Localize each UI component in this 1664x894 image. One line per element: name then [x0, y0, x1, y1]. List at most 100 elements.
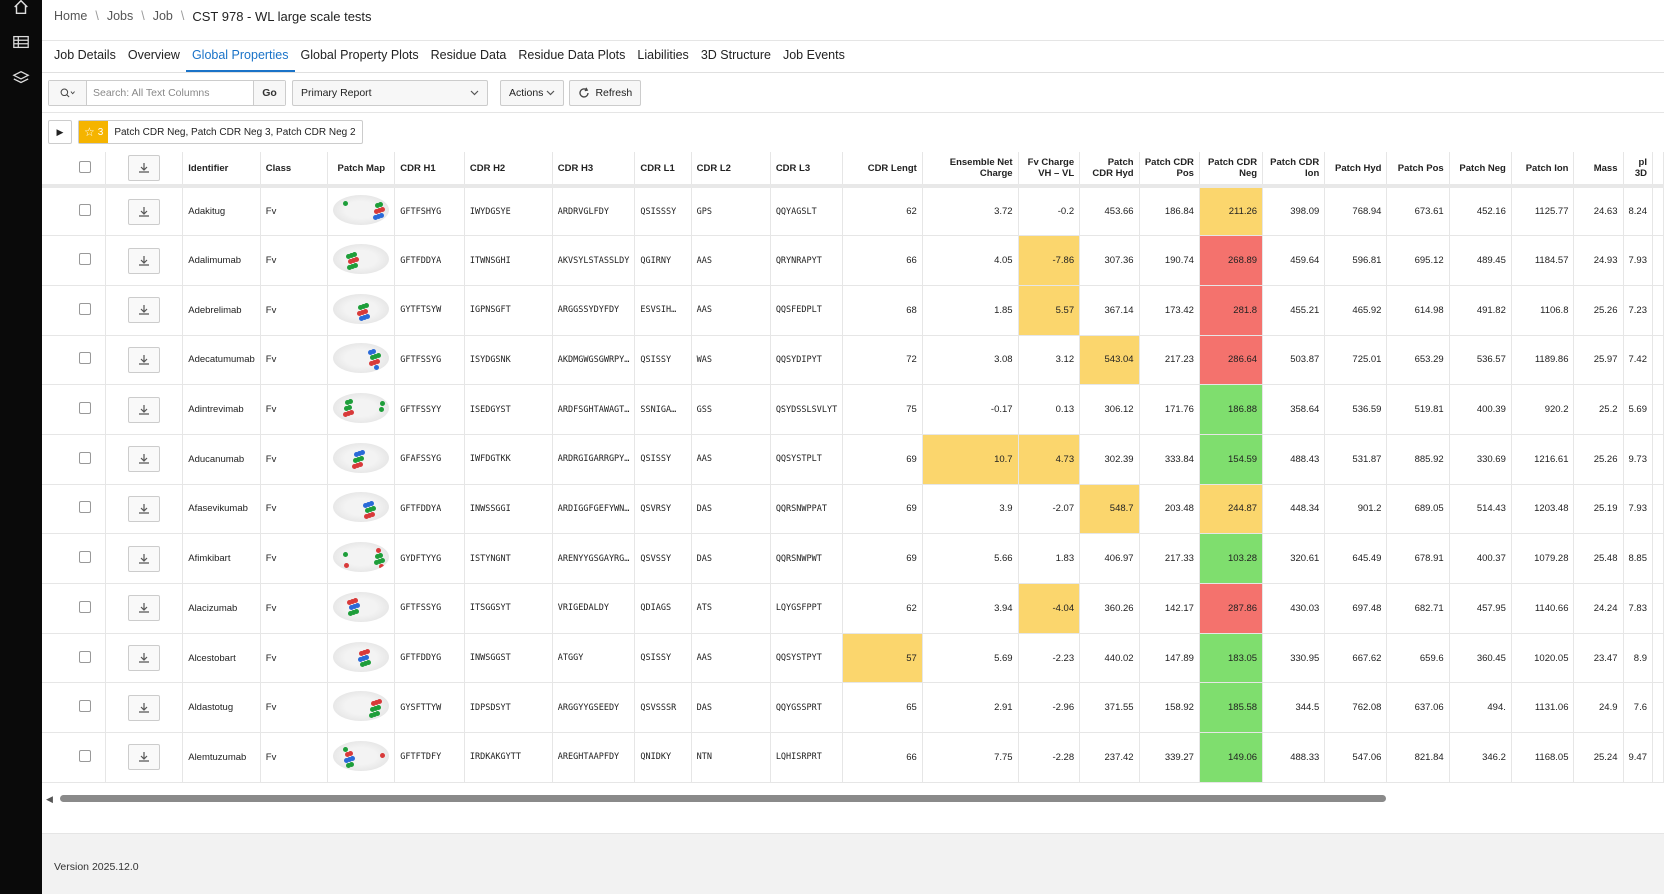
refresh-button[interactable]: Refresh	[569, 80, 642, 106]
column-header-patch-map[interactable]: Patch Map	[327, 152, 396, 188]
download-button[interactable]	[128, 198, 161, 225]
row-checkbox[interactable]	[78, 551, 91, 564]
table-row[interactable]: Adintrevimab Fv GFTFSSYY ISEDGYST ARDFSGHTAW…	[42, 384, 1664, 435]
row-checkbox[interactable]	[78, 700, 91, 713]
patch-map-image[interactable]	[333, 641, 390, 672]
row-checkbox[interactable]	[78, 204, 91, 217]
tab-residue-data[interactable]: Residue Data	[430, 48, 507, 62]
table-row[interactable]: Alacizumab Fv GFTFSSYG ITSGGSYT VRIGEDALDY QD…	[42, 583, 1664, 634]
column-header-cdr-h2[interactable]: CDR H2	[464, 152, 553, 188]
row-checkbox[interactable]	[78, 451, 91, 464]
download-button[interactable]	[128, 396, 161, 423]
filter-pill[interactable]: ☆ 3 Patch CDR Neg, Patch CDR Neg 3, Patc…	[78, 120, 363, 144]
download-button[interactable]	[128, 694, 161, 721]
download-button[interactable]	[128, 545, 161, 572]
patch-map-image[interactable]	[333, 195, 390, 226]
tab-global-property-plots[interactable]: Global Property Plots	[300, 48, 419, 62]
patch-map-image[interactable]	[333, 492, 390, 523]
column-header-ensemble-net-charge[interactable]: Ensemble Net Charge	[922, 152, 1019, 188]
horizontal-scrollbar[interactable]: ◀	[42, 792, 1664, 804]
column-header-cdr-h1[interactable]: CDR H1	[394, 152, 465, 188]
breadcrumb-jobs[interactable]: Jobs	[106, 9, 134, 23]
patch-map-image[interactable]	[333, 442, 390, 473]
table-row[interactable]: Alemtuzumab Fv GFTFTDFY IRDKAKGYTT AREGHTAAP…	[42, 732, 1664, 783]
column-header-cdr-lengt[interactable]: CDR Lengt	[842, 152, 923, 188]
tab-job-events[interactable]: Job Events	[782, 48, 845, 62]
download-icon[interactable]	[128, 155, 161, 181]
row-checkbox[interactable]	[78, 600, 91, 613]
actions-button[interactable]: Actions	[500, 80, 565, 106]
patch-map-image[interactable]	[333, 293, 390, 324]
column-header-fv-charge-vh-vl[interactable]: Fv Charge VH – VL	[1018, 152, 1081, 188]
patch-map-image[interactable]	[333, 393, 390, 424]
table-row[interactable]: Adakitug Fv GFTFSHYG IWYDGSYE ARDRVGLFDY QSIS…	[42, 186, 1664, 237]
table-row[interactable]: Alcestobart Fv GFTFDDYG INWSGGST ATGGY QSISSY…	[42, 633, 1664, 684]
download-button[interactable]	[128, 297, 161, 324]
row-checkbox[interactable]	[78, 402, 91, 415]
row-checkbox[interactable]	[78, 749, 91, 762]
download-all-header[interactable]	[105, 152, 184, 188]
table-row[interactable]: Afimkibart Fv GYDFTYYG ISTYNGNT ARENYYGSGAYR…	[42, 533, 1664, 584]
column-header-pi-3d[interactable]: pI 3D	[1623, 152, 1653, 188]
column-header-patch-neg[interactable]: Patch Neg	[1449, 152, 1512, 188]
row-checkbox[interactable]	[78, 501, 91, 514]
scrollbar-thumb[interactable]	[60, 795, 1386, 802]
tab-3d-structure[interactable]: 3D Structure	[700, 48, 771, 62]
download-button[interactable]	[128, 446, 161, 473]
column-header-class[interactable]: Class	[260, 152, 329, 188]
table-row[interactable]: Afasevikumab Fv GFTFDDYA INWSSGGI ARDIGGFGEF…	[42, 484, 1664, 535]
expand-filters-button[interactable]: ▶	[48, 120, 72, 144]
column-header-patch-cdr-pos[interactable]: Patch CDR Pos	[1139, 152, 1200, 188]
breadcrumb-home[interactable]: Home	[54, 9, 88, 23]
column-header-cdr-l3[interactable]: CDR L3	[770, 152, 844, 188]
search-column-button[interactable]	[49, 81, 87, 105]
breadcrumb-job[interactable]: Job	[152, 9, 173, 23]
tab-overview[interactable]: Overview	[127, 48, 180, 62]
table-row[interactable]: Aldastotug Fv GYSFTTYW IDPSDSYT ARGGYYGSEEDY…	[42, 682, 1664, 734]
tab-liabilities[interactable]: Liabilities	[637, 48, 689, 62]
column-header-patch-hyd[interactable]: Patch Hyd	[1324, 152, 1388, 188]
row-checkbox[interactable]	[78, 253, 91, 266]
column-header-mass[interactable]: Mass	[1573, 152, 1624, 188]
column-header-patch-pos[interactable]: Patch Pos	[1386, 152, 1450, 188]
patch-map-image[interactable]	[333, 740, 390, 771]
scroll-left-icon[interactable]: ◀	[46, 794, 53, 804]
patch-map-image[interactable]	[333, 244, 390, 275]
tab-global-properties[interactable]: Global Properties	[185, 44, 295, 72]
column-header-identifier[interactable]: Identifier	[182, 152, 261, 188]
column-header-patch-cdr-neg[interactable]: Patch CDR Neg	[1199, 152, 1264, 188]
table-row[interactable]: Aducanumab Fv GFAFSSYG IWFDGTKK ARDRGIGARRGP…	[42, 434, 1664, 485]
home-icon[interactable]	[0, 0, 42, 15]
column-header-cdr-h3[interactable]: CDR H3	[552, 152, 636, 188]
table-row[interactable]: Adebrelimab Fv GYTFTSYW IGPNSGFT ARGGSSYDYFD…	[42, 285, 1664, 336]
tab-job-details[interactable]: Job Details	[54, 48, 116, 62]
row-checkbox[interactable]	[78, 302, 91, 315]
patch-map-image[interactable]	[333, 591, 390, 622]
row-checkbox[interactable]	[78, 650, 91, 663]
patch-map-image[interactable]	[333, 691, 390, 722]
download-button[interactable]	[128, 744, 161, 771]
select-all-checkbox[interactable]	[78, 160, 91, 173]
download-button[interactable]	[128, 645, 161, 672]
patch-map-image[interactable]	[333, 542, 390, 573]
select-all-header[interactable]	[64, 152, 106, 188]
table-row[interactable]: Adecatumumab Fv GFTFSSYG ISYDGSNK AKDMGWGSGW…	[42, 335, 1664, 386]
patch-map-image[interactable]	[333, 343, 390, 374]
download-button[interactable]	[128, 595, 161, 622]
column-header-patch-cdr-ion[interactable]: Patch CDR Ion	[1262, 152, 1326, 188]
layers-icon[interactable]	[0, 60, 42, 96]
download-button[interactable]	[128, 346, 161, 373]
row-checkbox[interactable]	[78, 352, 91, 365]
table-row[interactable]: Adalimumab Fv GFTFDDYA ITWNSGHI AKVSYLSTASSL…	[42, 235, 1664, 286]
download-button[interactable]	[128, 247, 161, 274]
column-header-patch-cdr-hyd[interactable]: Patch CDR Hyd	[1079, 152, 1140, 188]
report-select[interactable]: Primary Report	[292, 80, 488, 106]
column-header-cdr-l2[interactable]: CDR L2	[691, 152, 771, 188]
search-input[interactable]	[87, 81, 253, 105]
go-button[interactable]: Go	[253, 81, 285, 105]
tab-residue-data-plots[interactable]: Residue Data Plots	[518, 48, 626, 62]
column-header-cdr-l1[interactable]: CDR L1	[634, 152, 692, 188]
table-icon[interactable]	[0, 24, 42, 60]
column-header-patch-ion[interactable]: Patch Ion	[1511, 152, 1575, 188]
download-button[interactable]	[128, 495, 161, 522]
